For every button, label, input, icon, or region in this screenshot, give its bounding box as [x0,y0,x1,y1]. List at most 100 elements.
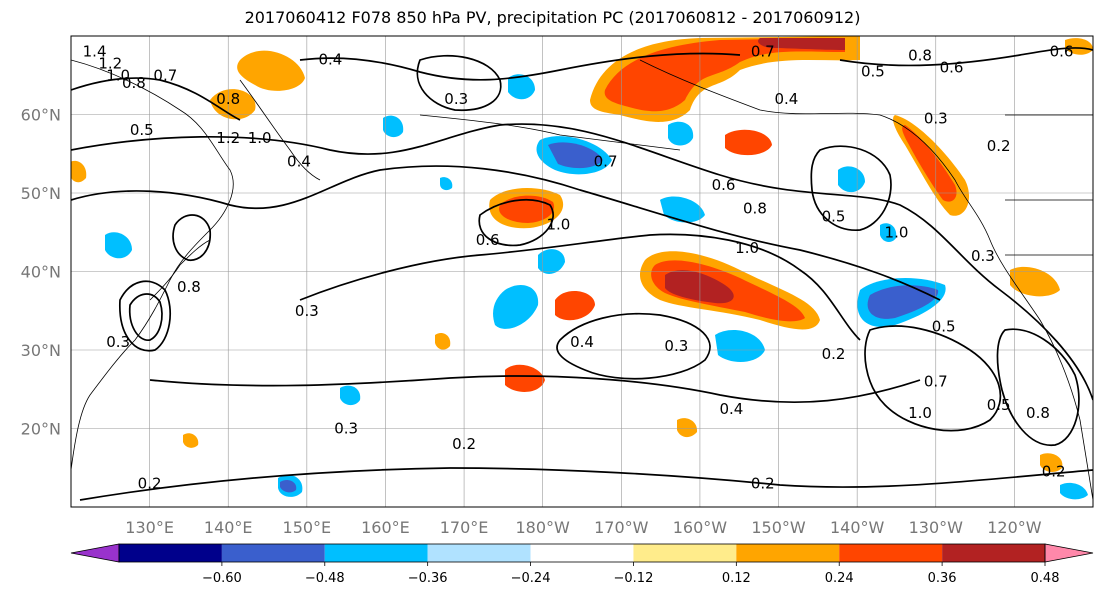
contour-label: 0.4 [774,90,798,108]
contour-label: 0.8 [908,47,932,65]
precip-shade [660,196,705,223]
precip-shade [499,195,555,223]
contour-label: 0.2 [138,474,162,492]
precip-shade [725,129,772,156]
lon-tick-label: 170°W [594,518,649,537]
precip-shade [715,330,765,362]
contour-label: 1.0 [735,239,759,257]
lon-tick-label: 120°W [987,518,1042,537]
contour-label: 0.2 [1042,463,1066,481]
contour-label: 0.6 [1050,43,1074,61]
lat-tick-label: 30°N [21,341,61,360]
precip-shade [665,270,734,304]
precip-shade [280,479,297,493]
map-frame [70,35,1094,508]
lon-tick-label: 150°E [283,518,332,537]
contour-label: 0.8 [122,74,146,92]
colorbar-tick-label: −0.36 [408,571,448,586]
contour-label: 0.8 [743,200,767,218]
precip-shade [902,125,957,202]
precip-shade [1040,453,1063,472]
lat-tick-label: 20°N [21,420,61,439]
lon-tick-label: 170°E [440,518,489,537]
lat-tick-label: 50°N [21,184,61,203]
pv-contour [839,47,1093,67]
coastline-us-border [1005,114,1093,256]
coastline-aleutians [419,114,681,151]
contour-label: 0.5 [861,62,885,80]
lon-tick-label: 130°W [909,518,964,537]
colorbar-extend-low [70,543,120,563]
contour-label: 0.6 [940,58,964,76]
colorbar-tick-label: −0.24 [511,571,551,586]
colorbar-bin [324,544,428,562]
contour-label: 0.5 [932,317,956,335]
lon-tick-label: 150°W [751,518,806,537]
lon-tick-label: 140°W [830,518,885,537]
contour-label: 1.2 [98,54,122,72]
pv-contour [299,52,741,81]
colorbar-tick-label: −0.12 [614,571,654,586]
contour-label: 0.8 [216,90,240,108]
precip-shade [1060,482,1088,500]
colorbar-tick-label: 0.24 [825,571,854,586]
precip-shade [493,285,539,329]
contour-label: 0.2 [751,474,775,492]
precip-shade [183,433,199,448]
coastlines [71,59,1093,501]
precip-shade [237,50,305,91]
pv-contour [71,165,941,301]
contour-label: 0.5 [822,208,846,226]
colorbar-frame [118,543,1046,563]
pv-contour [556,312,711,380]
precipitation-shading [71,36,1093,500]
lat-tick-label: 40°N [21,263,61,282]
precip-shade [758,38,845,50]
precip-shade [508,74,535,100]
contour-label: 0.2 [822,345,846,363]
graticule [71,36,1093,507]
precip-shade [668,121,694,146]
pv-contour [71,123,1093,401]
precip-shade [1065,38,1093,55]
precip-shade [505,364,545,392]
contour-label: 0.7 [594,153,618,171]
colorbar-bin [119,544,222,562]
precip-shade [867,285,939,319]
contour-label: 0.2 [452,435,476,453]
pv-contour [810,145,892,231]
contour-label: 1.2 [216,129,240,147]
colorbar-tick-label: −0.48 [305,571,345,586]
colorbar: −0.60 −0.48 −0.36 −0.24 −0.12 0.12 0.24 0.36 0.4… [70,543,1094,586]
colorbar-bin [633,544,737,562]
precip-shade [435,333,451,350]
contour-label: 1.0 [908,404,932,422]
precip-shade [440,177,453,191]
colorbar-tick-label: 0.48 [1031,571,1060,586]
pv-contour [864,325,1002,432]
colorbar-bin [530,544,634,562]
precip-shade [604,38,845,112]
colorbar-bin [427,544,531,562]
contour-label: 0.3 [106,333,130,351]
precip-shade [1010,266,1060,297]
colorbar-bin [839,544,943,562]
precip-shade [548,142,603,169]
contour-label: 0.5 [987,396,1011,414]
coastline-asia [71,59,234,471]
contour-label: 0.8 [177,278,201,296]
coastline-kamchatka [239,79,321,181]
contour-label: 0.7 [153,66,177,84]
contour-label: 0.3 [924,109,948,127]
contour-label: 0.3 [334,420,358,438]
colorbar-bin [221,544,325,562]
precip-shade [105,232,132,259]
lon-tick-label: 160°W [673,518,728,537]
contour-label: 0.3 [444,90,468,108]
contour-label: 0.6 [476,231,500,249]
precip-shade [538,249,565,274]
contour-label: 0.3 [971,247,995,265]
colorbar-bin [942,544,1045,562]
contour-label: 0.8 [1026,404,1050,422]
